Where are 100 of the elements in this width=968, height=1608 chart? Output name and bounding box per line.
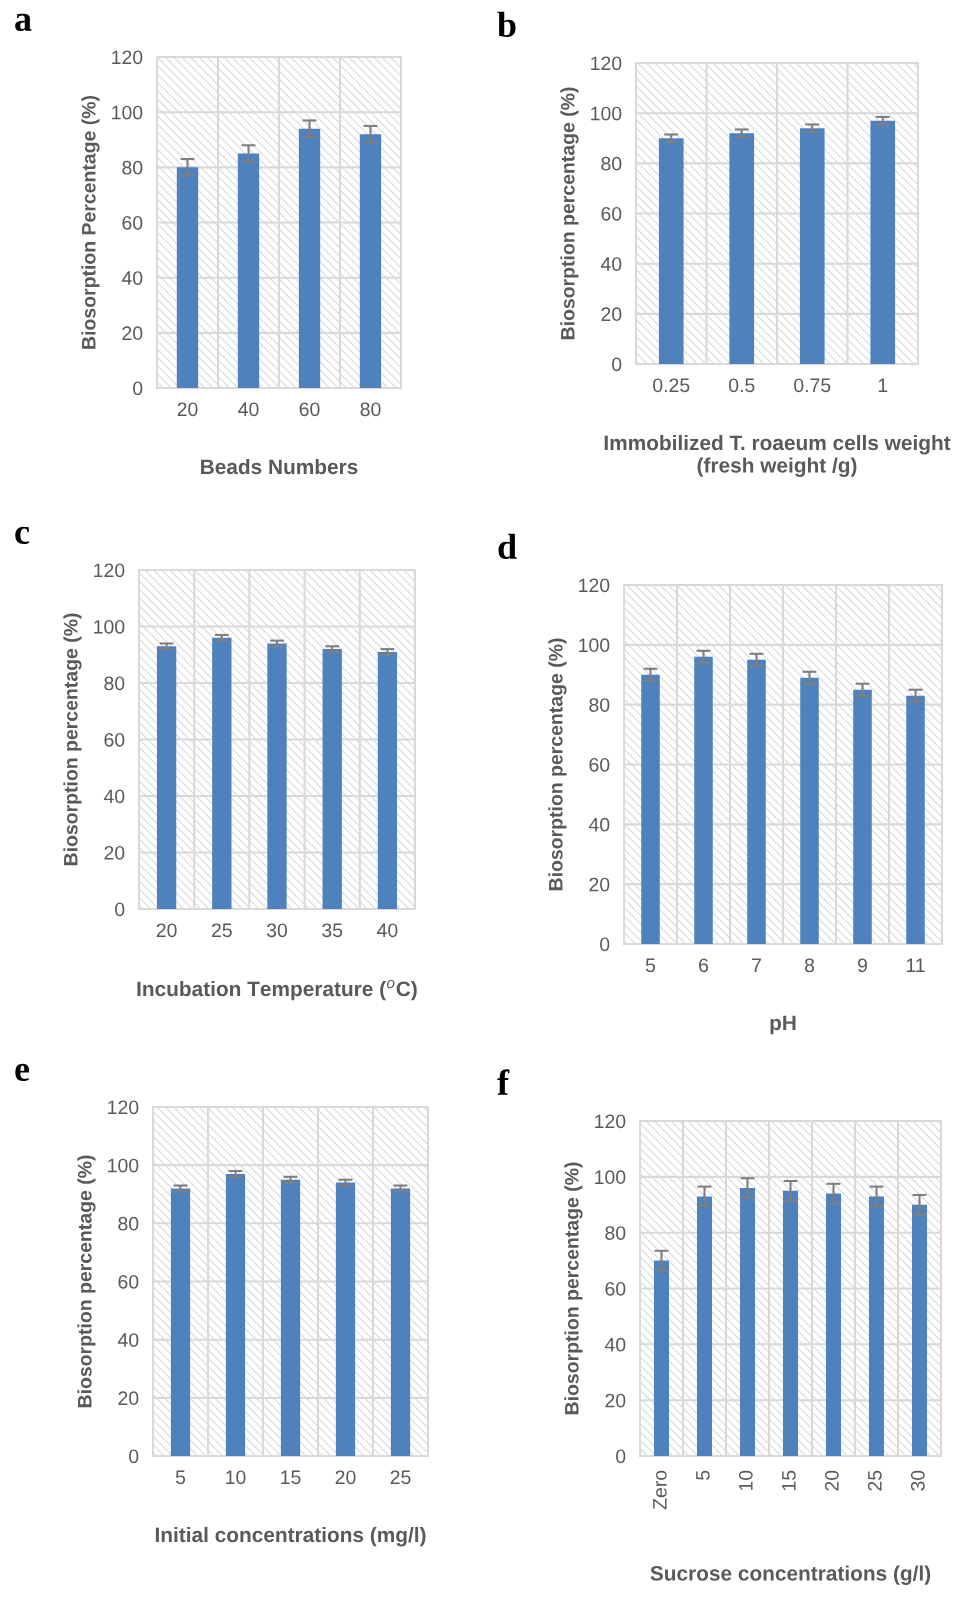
x-tick-label: 20 (177, 402, 198, 417)
y-tick-label: 100 (595, 1170, 626, 1185)
y-tick-label: 80 (605, 1226, 626, 1240)
y-tick-label: 120 (112, 50, 143, 65)
y-tick-label: 100 (591, 106, 622, 121)
bar (694, 656, 713, 944)
x-axis-title: Sucrose concentrations (g/l) (650, 1565, 931, 1585)
y-tick-label: 0 (129, 1449, 139, 1464)
x-tick-label: 25 (867, 1470, 882, 1491)
y-tick-label: 20 (589, 877, 610, 892)
y-tick-label: 100 (108, 1158, 139, 1173)
x-tick-label: 15 (782, 1470, 796, 1491)
x-tick-label: 20 (156, 923, 177, 938)
x-tick-label: 5 (175, 1470, 186, 1485)
y-tick-label: 100 (112, 105, 143, 120)
bar (212, 637, 232, 909)
chart-title: e (15, 1063, 30, 1082)
bar (359, 134, 382, 388)
chart-title: a (15, 13, 32, 32)
y-axis-title: Biosorption percentage (%) (564, 1162, 583, 1415)
chart-title: b (497, 11, 516, 38)
y-tick-label: 120 (94, 563, 125, 578)
bar (825, 1193, 842, 1456)
y-tick-label: 20 (118, 1391, 139, 1406)
y-tick-label: 60 (605, 1281, 626, 1296)
x-tick-label: 40 (238, 402, 259, 417)
x-axis-title: Incubation Temperature ($^{o}$C) (137, 979, 417, 1001)
y-tick-label: 20 (104, 845, 125, 860)
y-tick-label: 60 (589, 757, 610, 772)
x-axis-title: Beads Numbers (201, 458, 358, 475)
x-axis-title: Immobilized T. roaeum cells weight (fresh weight /g) (604, 434, 951, 477)
y-tick-label: 120 (579, 578, 610, 593)
y-tick-label: 60 (118, 1274, 139, 1289)
y-tick-label: 80 (122, 160, 143, 175)
x-tick-label: 10 (738, 1470, 753, 1491)
y-axis-title: Biosorption Percentage (%) (81, 95, 100, 349)
y-tick-label: 60 (601, 206, 622, 221)
x-tick-label: 0.5 (729, 378, 755, 393)
y-tick-label: 0 (600, 937, 610, 952)
y-tick-label: 40 (103, 789, 125, 804)
bar (800, 677, 819, 944)
y-tick-label: 60 (122, 215, 143, 230)
y-tick-label: 20 (601, 307, 622, 322)
x-tick-label: 25 (211, 923, 232, 938)
x-axis-title: Initial concentrations (mg/l) (155, 1526, 426, 1547)
x-tick-label: 35 (322, 923, 343, 938)
y-tick-label: 120 (591, 56, 622, 71)
y-tick-label: 120 (108, 1100, 139, 1115)
x-tick-label: 6 (699, 958, 709, 973)
bar (782, 1190, 799, 1456)
bar (853, 689, 872, 944)
y-tick-label: 0 (133, 381, 143, 396)
bar (176, 167, 199, 388)
y-axis-title: Biosorption percentage (%) (560, 87, 579, 340)
y-axis-title: Biosorption percentage (%) (77, 1155, 96, 1408)
y-tick-label: 40 (117, 1333, 139, 1347)
x-tick-label: 80 (360, 402, 381, 417)
y-tick-label: 20 (605, 1393, 626, 1408)
x-tick-label: 60 (299, 402, 320, 417)
x-tick-label: 8 (804, 958, 815, 973)
x-tick-label: Zero (653, 1470, 667, 1510)
x-tick-label: 15 (281, 1470, 301, 1485)
bar (267, 643, 287, 909)
y-tick-label: 80 (589, 698, 610, 712)
bar (696, 1196, 713, 1456)
x-tick-label: 40 (377, 923, 398, 938)
bar (906, 695, 925, 944)
bar (868, 1196, 885, 1456)
x-tick-label: 30 (266, 923, 288, 938)
x-tick-label: 1 (878, 378, 888, 392)
x-tick-label: 9 (858, 958, 867, 973)
x-tick-label: 30 (910, 1470, 925, 1491)
y-tick-label: 40 (600, 257, 622, 271)
y-tick-label: 0 (616, 1449, 626, 1464)
x-tick-label: 5 (645, 958, 656, 973)
bar (911, 1204, 928, 1456)
bar (298, 128, 321, 388)
y-tick-label: 80 (118, 1216, 139, 1231)
chart-title: d (498, 533, 517, 560)
y-tick-label: 100 (94, 619, 125, 634)
x-tick-label: 10 (226, 1470, 246, 1485)
chart-title: f (497, 1069, 510, 1095)
y-tick-label: 120 (595, 1114, 626, 1129)
bar (641, 674, 660, 944)
bar (739, 1188, 756, 1456)
bar (653, 1260, 670, 1456)
x-tick-label: 5 (696, 1470, 710, 1480)
bar (377, 651, 398, 909)
x-tick-label: 11 (906, 958, 925, 972)
x-tick-label: 25 (390, 1470, 411, 1485)
y-tick-label: 80 (601, 156, 622, 171)
y-axis-title: Biosorption percentage (%) (548, 638, 567, 891)
x-axis-title: pH (770, 1015, 796, 1035)
y-axis-title: Biosorption percentage (%) (63, 613, 82, 866)
x-tick-label: 20 (824, 1470, 839, 1491)
y-tick-label: 0 (115, 902, 125, 917)
y-tick-label: 80 (104, 676, 125, 691)
y-tick-label: 20 (122, 326, 143, 341)
x-tick-label: 0.75 (794, 378, 831, 393)
y-tick-label: 0 (612, 357, 622, 372)
